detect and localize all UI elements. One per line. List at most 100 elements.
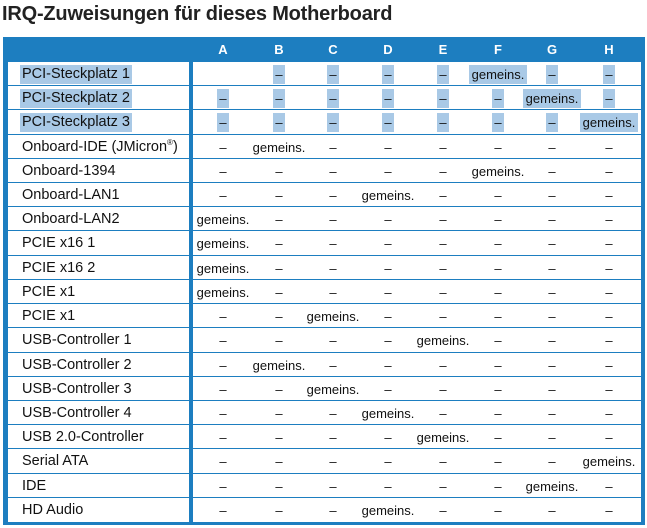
row-label: PCIE x1 [22, 308, 76, 325]
cell-c: – [327, 89, 339, 109]
column-header-b: B [274, 42, 284, 57]
table-row: HD Audio – – – gemeins. – – – – [8, 498, 641, 522]
row-label: PCI-Steckplatz 2 [20, 89, 132, 109]
row-label: Onboard-LAN2 [22, 211, 120, 228]
row-label: Onboard-IDE (JMicron®) [22, 137, 178, 155]
cell-g: – [548, 357, 556, 373]
cell-a: – [219, 309, 227, 325]
cell-b: – [275, 260, 283, 276]
table-row: USB-Controller 3 – – gemeins. – – – – – [8, 377, 641, 401]
table-row: Onboard-LAN2 gemeins. – – – – – – – [8, 207, 641, 232]
column-header-f: F [494, 42, 502, 57]
table-row: USB-Controller 1 – – – – gemeins. – – – [8, 328, 641, 353]
row-label: Onboard-1394 [22, 162, 116, 179]
row-label: USB 2.0-Controller [22, 429, 144, 446]
row-divider [8, 157, 641, 159]
cell-d: – [384, 357, 392, 373]
column-header-d: D [383, 42, 393, 57]
cell-b: – [275, 405, 283, 421]
row-divider [8, 399, 641, 401]
column-header-a: A [218, 42, 228, 57]
cell-h: – [605, 405, 613, 421]
row-label: USB-Controller 4 [22, 404, 132, 421]
cell-f: – [494, 478, 502, 494]
table-row: USB-Controller 2 – gemeins. – – – – – – [8, 353, 641, 377]
cell-a: – [219, 163, 227, 179]
cell-h: – [605, 381, 613, 397]
cell-c: – [329, 139, 337, 155]
cell-e: gemeins. [416, 333, 470, 349]
cell-c: – [329, 163, 337, 179]
cell-f: – [494, 502, 502, 518]
cell-a: gemeins. [196, 212, 250, 228]
cell-e: – [439, 284, 447, 300]
table-row: Serial ATA – – – – – – – gemeins. [8, 449, 641, 474]
cell-f: – [494, 212, 502, 228]
cell-g: – [548, 139, 556, 155]
cell-c: – [329, 357, 337, 373]
cell-f: – [494, 260, 502, 276]
cell-g: – [548, 188, 556, 204]
cell-h: – [605, 163, 613, 179]
cell-c: – [329, 260, 337, 276]
cell-b: – [275, 478, 283, 494]
table-row: PCIE x1 gemeins. – – – – – – – [8, 280, 641, 305]
cell-d: gemeins. [361, 502, 415, 518]
cell-c: – [329, 454, 337, 470]
table-row: Onboard-LAN1 – – – gemeins. – – – – [8, 183, 641, 208]
cell-b: – [275, 333, 283, 349]
table-row: PCI-Steckplatz 1– – – – gemeins. – – [8, 62, 641, 87]
cell-e: – [437, 113, 449, 133]
row-label: USB-Controller 1 [22, 332, 132, 349]
cell-f: – [494, 236, 502, 252]
cell-d: – [382, 89, 394, 109]
cell-a: – [219, 381, 227, 397]
cell-g: gemeins. [525, 478, 579, 494]
cell-c: – [329, 405, 337, 421]
cell-f: – [492, 89, 504, 109]
column-header-g: G [546, 42, 558, 57]
cell-b: gemeins. [252, 139, 306, 155]
cell-f: – [494, 454, 502, 470]
row-divider [8, 424, 641, 426]
cell-b: – [275, 163, 283, 179]
cell-a: gemeins. [196, 236, 250, 252]
table-row: PCIE x1 – – gemeins. – – – – – [8, 304, 641, 329]
cell-g: – [548, 430, 556, 446]
cell-b: – [273, 89, 285, 109]
cell-d: – [384, 309, 392, 325]
cell-a: gemeins. [196, 284, 250, 300]
cell-a: – [219, 454, 227, 470]
cell-h: – [605, 333, 613, 349]
cell-h: – [605, 236, 613, 252]
row-divider [8, 85, 641, 87]
cell-e: – [439, 405, 447, 421]
cell-d: – [384, 478, 392, 494]
cell-f: – [494, 357, 502, 373]
table-body: PCI-Steckplatz 1 – – – – gemeins. – – PCI-Steckp… [8, 62, 641, 522]
table-row: PCIE x16 2 gemeins. – – – – – – – [8, 256, 641, 280]
cell-c: gemeins. [306, 381, 360, 397]
cell-d: – [384, 381, 392, 397]
cell-d: – [384, 284, 392, 300]
cell-a: – [219, 188, 227, 204]
cell-b: – [275, 236, 283, 252]
page-title: IRQ-Zuweisungen für dieses Motherboard [2, 3, 393, 25]
cell-f: gemeins. [469, 65, 527, 84]
cell-b: – [273, 65, 285, 84]
row-label: PCIE x1 [22, 283, 76, 300]
table-row: PCI-Steckplatz 2– – – – – – gemeins. – [8, 86, 641, 111]
row-divider [8, 109, 641, 111]
cell-e: – [439, 381, 447, 397]
cell-g: – [548, 260, 556, 276]
cell-h: gemeins. [582, 454, 636, 470]
cell-g: – [548, 236, 556, 252]
cell-c: – [327, 65, 339, 84]
cell-a: – [219, 405, 227, 421]
cell-e: – [439, 454, 447, 470]
row-label: PCIE x16 2 [22, 259, 96, 276]
row-label: Serial ATA [22, 453, 89, 470]
row-divider [8, 206, 641, 208]
row-divider [8, 327, 641, 329]
row-divider [8, 278, 641, 280]
